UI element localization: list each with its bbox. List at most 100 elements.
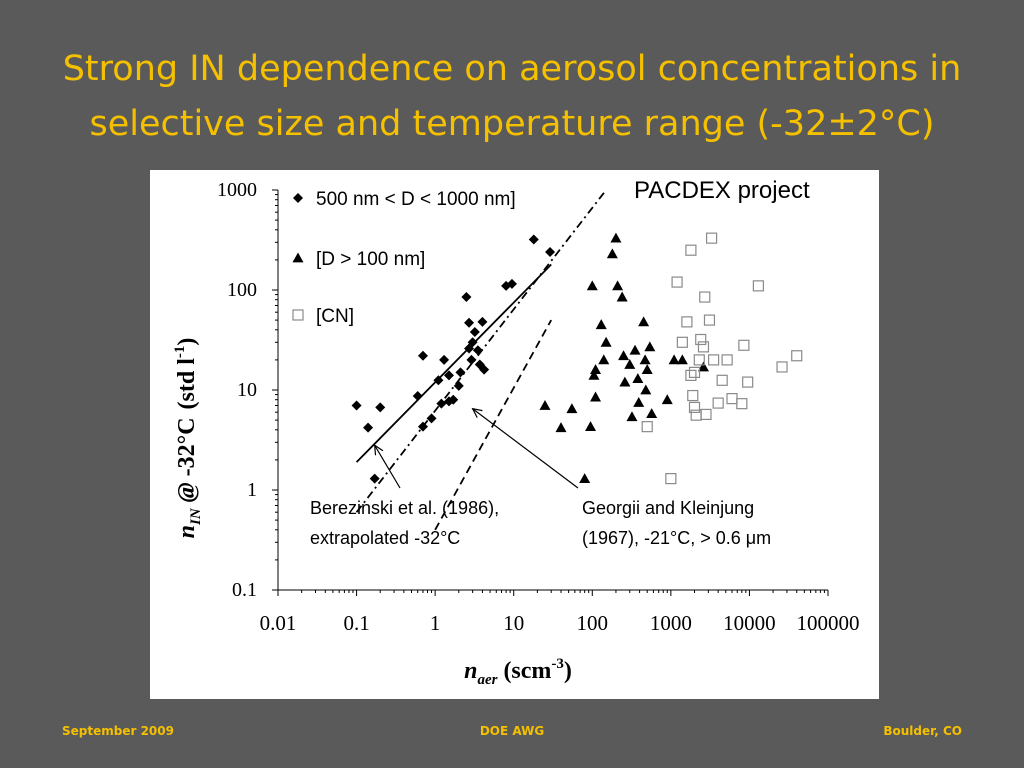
fit-line-solid	[355, 263, 552, 463]
triangle-point	[590, 391, 602, 402]
diamond-point	[501, 280, 512, 291]
diamond-point	[545, 246, 556, 257]
triangle-point	[638, 316, 650, 327]
diamond-point	[436, 398, 447, 409]
triangle-point	[590, 364, 602, 374]
x-tick-label: 10000	[723, 611, 776, 635]
x-tick-label: 100	[577, 611, 609, 635]
annotation-text: Berezinski et al. (1986),	[310, 498, 499, 518]
square-point	[703, 314, 716, 326]
square-point	[776, 361, 788, 373]
square-point	[738, 339, 750, 351]
square-point	[685, 244, 697, 256]
diamond-point	[467, 337, 478, 348]
legend-label: [D > 100 nm]	[316, 249, 425, 270]
diamond-point	[472, 345, 483, 356]
slide-title: Strong IN dependence on aerosol concentr…	[0, 42, 1024, 152]
square-point	[676, 336, 688, 348]
y-axis-temp: -32°C	[174, 417, 200, 476]
triangle-point	[646, 408, 658, 419]
square-point	[712, 397, 724, 409]
slide-title-line2: selective size and temperature range (-3…	[89, 104, 935, 144]
diamond-point	[466, 354, 477, 365]
footer-date: September 2009	[62, 724, 174, 738]
x-axis-sub: aer	[477, 672, 497, 688]
diamond-point	[439, 354, 450, 365]
triangle-point	[555, 422, 567, 433]
square-point	[665, 473, 677, 485]
diamond-point	[363, 422, 374, 433]
y-axis-unit: (std l	[174, 358, 200, 410]
diamond-point	[477, 316, 488, 327]
square-point	[693, 354, 705, 366]
triangle-point	[618, 350, 630, 361]
tick-labels: 0.01 0.1 1 10 100 1000 10000 1000000.1110100100…	[217, 179, 860, 635]
diamond-point	[464, 317, 475, 328]
triangle-point	[595, 319, 607, 330]
diamond-point	[375, 402, 386, 413]
x-axis-unit-end: )	[564, 658, 572, 684]
square-point	[721, 354, 733, 366]
triangle-point	[585, 421, 597, 432]
square-point	[697, 341, 710, 353]
annotation-arrow-head	[373, 444, 384, 456]
triangle-point	[586, 280, 598, 291]
x-tick-label: 1	[430, 611, 441, 635]
triangle-point	[579, 473, 591, 484]
diamond-point	[369, 473, 380, 484]
triangle-point	[644, 341, 656, 352]
triangle-point	[697, 361, 709, 372]
diamond-point	[351, 400, 362, 411]
triangle-point	[612, 280, 624, 291]
square-point	[700, 408, 712, 421]
x-tick-label: 0.1	[343, 611, 369, 635]
slide-title-line1: Strong IN dependence on aerosol concentr…	[62, 49, 962, 89]
annotation-text: Georgii and Kleinjung	[582, 498, 754, 518]
y-axis-at: @	[174, 482, 200, 502]
legend-label: [CN]	[316, 306, 354, 327]
square-point	[688, 366, 701, 378]
triangle-point	[629, 344, 641, 355]
x-tick-label: 10	[503, 611, 524, 635]
scatter-chart: 0.01 0.1 1 10 100 1000 10000 1000000.1110100100…	[172, 177, 860, 688]
x-axis-unit-sup: -3	[551, 656, 564, 672]
y-tick-label: 1	[247, 479, 257, 501]
annotation-arrow-line	[472, 408, 579, 489]
triangle-point	[661, 394, 673, 405]
triangle-point	[633, 396, 645, 407]
annotation-arrow-head	[471, 407, 483, 418]
triangle-point	[641, 364, 653, 374]
diamond-point	[455, 367, 466, 378]
square-point	[736, 398, 748, 410]
triangle-point	[639, 354, 651, 365]
legend-triangle-marker	[292, 252, 304, 263]
annotations: Berezinski et al. (1986), extrapolated -3…	[310, 407, 771, 548]
triangle-point	[598, 354, 610, 365]
y-axis-var: n	[174, 525, 200, 538]
footer-event: DOE AWG	[479, 724, 545, 738]
triangle-point	[619, 376, 631, 387]
annotation-arrow-line	[374, 444, 401, 489]
legend-label: 500 nm < D < 1000 nm]	[316, 189, 516, 210]
y-tick-label: 100	[227, 279, 257, 301]
square-point	[671, 276, 683, 288]
annotation-text: extrapolated -32°C	[310, 528, 460, 548]
chart-panel: 0.01 0.1 1 10 100 1000 10000 100000 0.1 1 10 100 100…	[150, 170, 879, 699]
x-axis-label: naer (scm-3)	[464, 656, 572, 688]
triangle-point	[610, 232, 622, 243]
square-point	[685, 369, 697, 381]
square-point	[641, 421, 653, 433]
diamond-point	[417, 421, 428, 432]
triangle-point	[676, 354, 688, 365]
y-tick-label: 10	[237, 379, 257, 401]
y-axis-label: nIN @ -32°C (std l-1)	[172, 338, 204, 539]
triangle-point	[606, 248, 618, 259]
diamond-point	[461, 292, 472, 303]
legend-square-marker	[292, 309, 304, 321]
square-point	[687, 389, 699, 402]
square-point	[726, 393, 738, 405]
square-point	[742, 376, 754, 388]
square-point	[752, 280, 764, 292]
diamond-point	[453, 380, 464, 391]
diamond-point	[469, 327, 480, 338]
